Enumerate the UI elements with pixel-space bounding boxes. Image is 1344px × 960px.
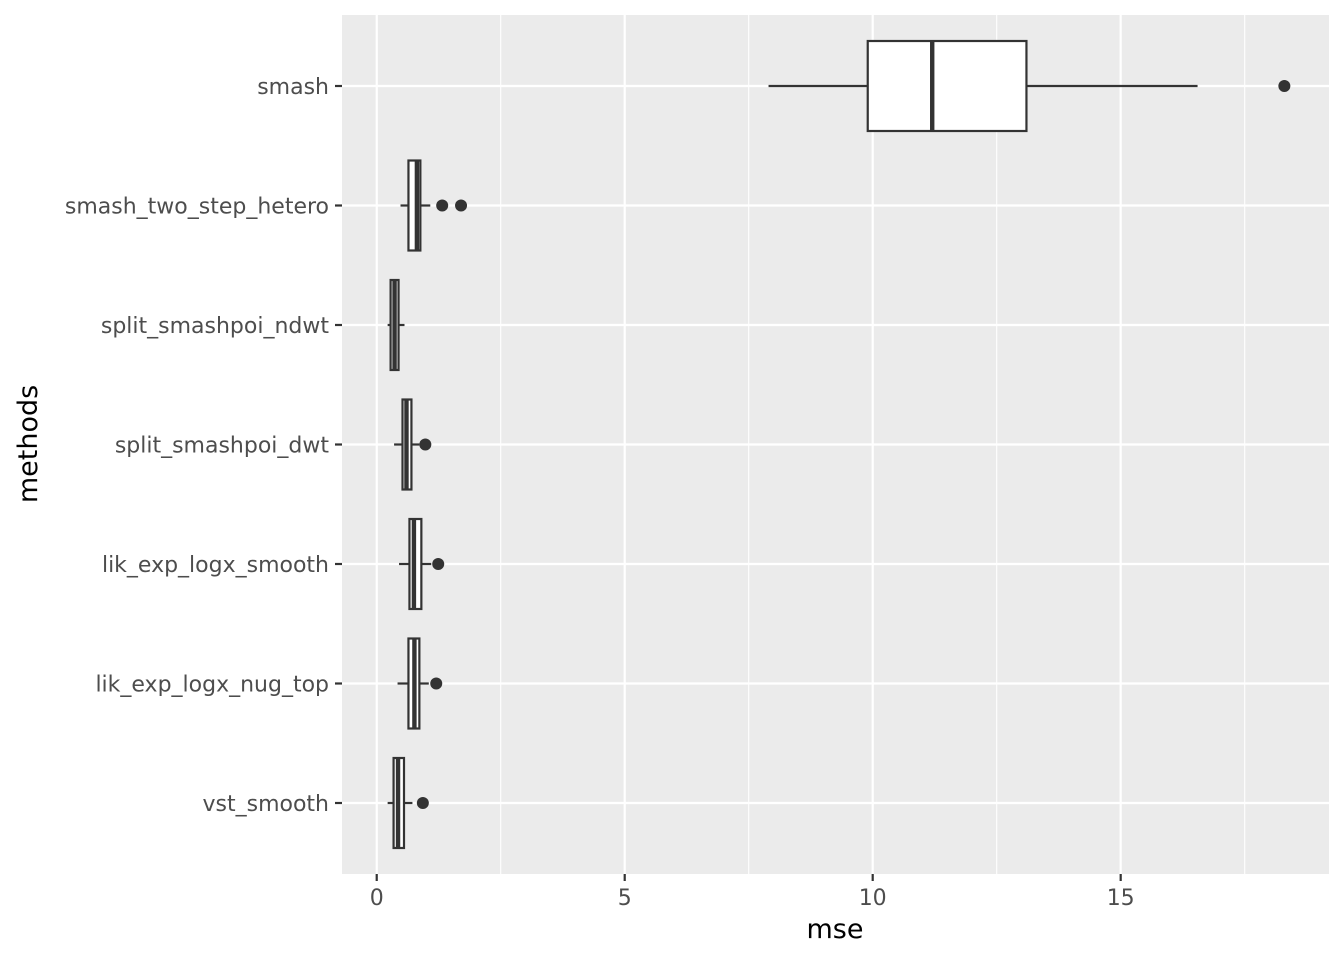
y-tick-label: smash_two_step_hetero [65, 195, 329, 220]
iqr-box [407, 159, 422, 252]
y-axis-title: methods [13, 385, 44, 503]
y-tick-label: smash [257, 75, 329, 100]
outlier-point [436, 199, 449, 212]
outlier-point [1278, 80, 1291, 92]
outlier-point [455, 199, 468, 212]
x-tick-label: 5 [618, 886, 632, 911]
x-tick-label: 15 [1107, 886, 1135, 911]
major-gridlines [342, 15, 1329, 874]
y-tick-label: split_smashpoi_ndwt [101, 314, 329, 339]
box-vst_smooth [387, 756, 429, 850]
box-smash [768, 39, 1291, 133]
y-tick-label: lik_exp_logx_smooth [102, 553, 329, 578]
iqr-box [866, 39, 1028, 133]
box-lik_exp_logx_nug_top [397, 637, 443, 730]
y-axis: smash smash_two_step_hetero split_smashpoi… [65, 75, 342, 817]
x-axis-title: mse [807, 914, 864, 945]
outlier-point [430, 677, 443, 690]
box-smash_two_step_hetero [400, 159, 468, 252]
outlier-point [432, 558, 445, 570]
box-lik_exp_logx_smooth [399, 517, 445, 611]
x-tick-label: 0 [370, 886, 384, 911]
box-series [387, 39, 1291, 850]
box-split_smashpoi_dwt [394, 398, 432, 491]
box-split_smashpoi_ndwt [387, 278, 405, 372]
y-tick-label: lik_exp_logx_nug_top [95, 673, 329, 698]
y-tick-label: split_smashpoi_dwt [115, 434, 330, 459]
outlier-point [419, 438, 432, 451]
x-tick-label: 10 [859, 886, 887, 911]
outlier-point [416, 797, 429, 809]
x-axis: 0 5 10 15 [370, 874, 1135, 911]
y-tick-label: vst_smooth [203, 792, 330, 817]
